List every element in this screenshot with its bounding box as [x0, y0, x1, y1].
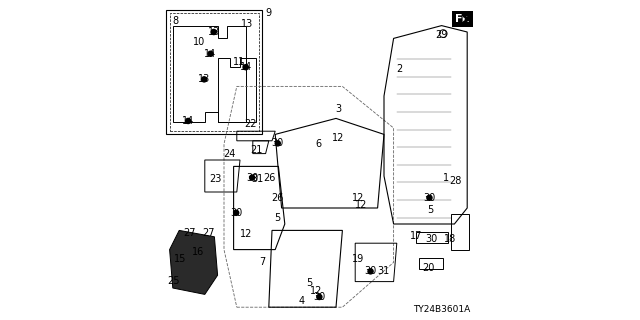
Text: 21: 21: [250, 145, 263, 155]
Text: 11: 11: [233, 57, 246, 68]
Text: 13: 13: [198, 74, 211, 84]
Text: 26: 26: [271, 193, 284, 203]
Polygon shape: [170, 230, 218, 294]
Text: 27: 27: [202, 228, 215, 238]
Text: 31: 31: [377, 266, 390, 276]
Text: Fr.: Fr.: [455, 14, 470, 24]
Text: 15: 15: [173, 253, 186, 264]
Text: 30: 30: [423, 193, 436, 203]
Text: 25: 25: [167, 276, 180, 286]
Text: 6: 6: [315, 139, 321, 149]
Circle shape: [186, 118, 191, 124]
Text: 30: 30: [230, 208, 243, 218]
Text: 22: 22: [244, 119, 257, 129]
Text: 12: 12: [310, 286, 323, 296]
Text: 30: 30: [271, 138, 284, 148]
Text: 30: 30: [364, 266, 377, 276]
Circle shape: [275, 141, 280, 146]
Text: 13: 13: [241, 19, 253, 29]
Circle shape: [234, 210, 239, 215]
Text: 23: 23: [209, 173, 221, 184]
Text: 20: 20: [422, 263, 435, 273]
Text: 26: 26: [263, 172, 276, 183]
Circle shape: [202, 77, 207, 82]
Text: 3: 3: [335, 104, 342, 114]
Text: 24: 24: [223, 148, 236, 159]
Text: 7: 7: [259, 257, 266, 268]
Text: 13: 13: [207, 27, 220, 37]
Text: 12: 12: [239, 228, 252, 239]
Text: 17: 17: [410, 231, 422, 241]
Text: 9: 9: [266, 8, 272, 18]
Text: 4: 4: [298, 296, 305, 306]
Circle shape: [427, 195, 432, 200]
Text: 30: 30: [246, 172, 259, 183]
Text: 31: 31: [252, 173, 264, 184]
Text: 1: 1: [444, 172, 449, 183]
Text: 27: 27: [183, 228, 196, 238]
Text: 14: 14: [182, 116, 195, 126]
Text: 5: 5: [275, 212, 281, 223]
Text: 14: 14: [204, 49, 217, 59]
Text: 10: 10: [193, 36, 205, 47]
Text: 2: 2: [396, 64, 403, 74]
Text: 18: 18: [444, 234, 457, 244]
Text: 5: 5: [307, 278, 313, 288]
Circle shape: [250, 175, 255, 180]
Text: 14: 14: [239, 62, 252, 72]
Text: 8: 8: [172, 16, 179, 26]
Text: 5: 5: [428, 204, 433, 215]
Text: 30: 30: [313, 292, 326, 302]
Text: 12: 12: [332, 132, 345, 143]
Text: 12: 12: [351, 193, 364, 204]
Text: 28: 28: [449, 176, 461, 186]
Circle shape: [243, 65, 248, 70]
Circle shape: [208, 51, 213, 56]
Circle shape: [317, 294, 322, 300]
Text: 29: 29: [435, 29, 447, 40]
Text: 30: 30: [425, 234, 438, 244]
Circle shape: [368, 269, 373, 274]
Text: 16: 16: [191, 247, 204, 257]
Text: 12: 12: [355, 200, 367, 210]
Circle shape: [211, 29, 216, 35]
Text: 19: 19: [351, 253, 364, 264]
Text: TY24B3601A: TY24B3601A: [413, 305, 470, 314]
